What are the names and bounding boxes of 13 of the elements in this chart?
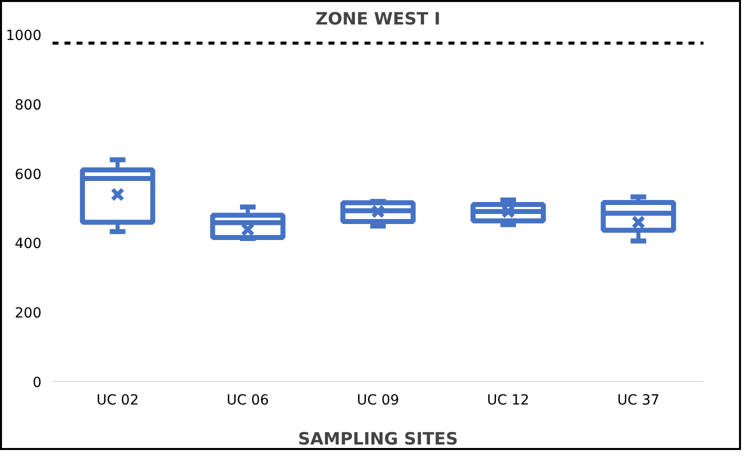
chart-title: ZONE WEST I [316,10,441,30]
y-tick-label: 0 [32,375,42,391]
x-tick-label: UC 06 [226,392,270,408]
x-tick-label: UC 37 [617,392,660,408]
y-tick-label: 800 [14,97,42,114]
y-tick-label: 600 [14,166,42,183]
x-tick-label: UC 09 [356,392,400,408]
x-tick-label: UC 12 [487,392,530,408]
x-tick-label: UC 02 [96,392,139,408]
y-tick-label: 200 [14,306,42,322]
y-tick-label: 1000 [6,28,42,44]
y-tick-label: 400 [14,236,42,252]
x-axis-title: SAMPLING SITES [298,430,458,450]
